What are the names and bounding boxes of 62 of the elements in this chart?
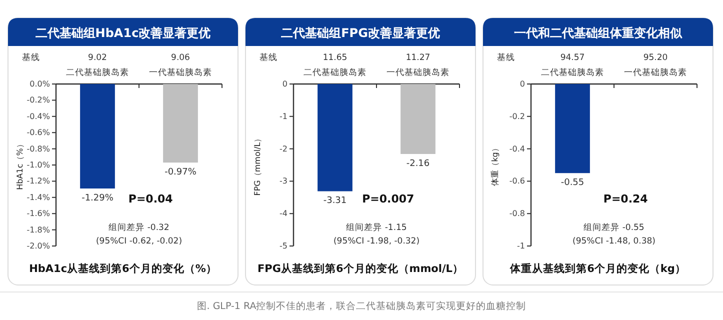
y-tick-label: -0.6% [26, 128, 50, 138]
y-tick-label: -0.8 [509, 209, 525, 218]
text: 9.02 [88, 53, 107, 63]
y-axis-title: HbA1c（%） [16, 140, 24, 190]
text: 11.65 [322, 53, 348, 63]
data-label: -0.55 [560, 178, 584, 188]
y-tick-label: -0.2% [26, 96, 50, 105]
y-tick-label: 0.0% [30, 80, 50, 88]
x-tick-label: 一代基础胰岛素 [624, 67, 687, 78]
annotation: (95%CI -1.98, -0.32) [333, 236, 420, 247]
text: 基线 [260, 52, 278, 63]
y-axis-title: 体重（kg） [490, 144, 500, 186]
annotation: 组间差异 -1.15 [346, 222, 407, 233]
y-tick-label: -1 [280, 112, 288, 121]
y-tick-label: -0.4% [26, 112, 50, 121]
y-tick-label: 0 [520, 80, 525, 88]
annotation: P=0.24 [603, 192, 648, 206]
y-tick-label: -2 [280, 144, 288, 154]
y-tick-label: -1.2% [26, 176, 50, 186]
data-label: -3.31 [323, 196, 347, 206]
text: 9.06 [171, 53, 190, 63]
y-tick-label: -3 [280, 176, 288, 186]
y-tick-label: -1.8% [26, 225, 50, 234]
x-tick-label: 二代基础胰岛素 [541, 67, 604, 78]
y-tick-label: -5 [280, 242, 288, 250]
data-label: -2.16 [406, 158, 430, 169]
chart-title: 一代和二代基础组体重变化相似 [514, 26, 683, 40]
y-tick-label: -1 [517, 242, 525, 250]
chart-title: 二代基础组FPG改善显著更优 [281, 26, 440, 40]
text: 11.27 [406, 53, 430, 63]
x-tick-label: 一代基础胰岛素 [386, 67, 450, 78]
annotation: (95%CI -0.62, -0.02) [96, 236, 182, 247]
y-tick-label: -0.2 [509, 112, 525, 121]
x-tick-label: 一代基础胰岛素 [149, 67, 212, 78]
x-axis-title: 体重从基线到第6个月的变化（kg） [509, 262, 686, 275]
x-axis-title: HbA1c从基线到第6个月的变化（%） [29, 262, 217, 275]
text: 图. GLP-1 RA控制不佳的患者，联合二代基础胰岛素可实现更好的血糖控制 [196, 300, 526, 312]
y-tick-label: 0 [282, 80, 288, 88]
text: 95.20 [643, 53, 668, 63]
data-label: -1.29% [82, 193, 114, 204]
y-tick-label: -2.0% [26, 242, 50, 250]
x-tick-label: 二代基础胰岛素 [66, 67, 129, 78]
y-tick-label: -0.6 [509, 176, 525, 186]
annotation: 组间差异 -0.32 [108, 222, 170, 233]
text: 基线 [22, 52, 40, 63]
annotation: (95%CI -1.48, 0.38) [572, 236, 656, 247]
y-tick-label: -1.6% [26, 209, 50, 218]
annotation: 组间差异 -0.55 [584, 222, 644, 233]
annotation: P=0.04 [128, 192, 174, 206]
x-tick-label: 二代基础胰岛素 [304, 67, 366, 78]
y-tick-label: -1.4% [26, 192, 50, 202]
chart-title: 二代基础组HbA1c改善显著更优 [35, 26, 211, 40]
y-tick-label: -4 [280, 209, 288, 218]
y-axis-title: FPG（mmol/L） [253, 134, 262, 196]
x-axis-title: FPG从基线到第6个月的变化（mmol/L） [257, 262, 464, 275]
annotation: P=0.007 [362, 192, 414, 206]
data-label: -0.97% [164, 168, 197, 178]
y-tick-label: -1.0% [26, 160, 50, 170]
y-tick-label: -0.4 [509, 144, 525, 154]
y-tick-label: -0.8% [26, 144, 50, 154]
text: 基线 [497, 52, 515, 63]
text: 94.57 [560, 53, 585, 63]
